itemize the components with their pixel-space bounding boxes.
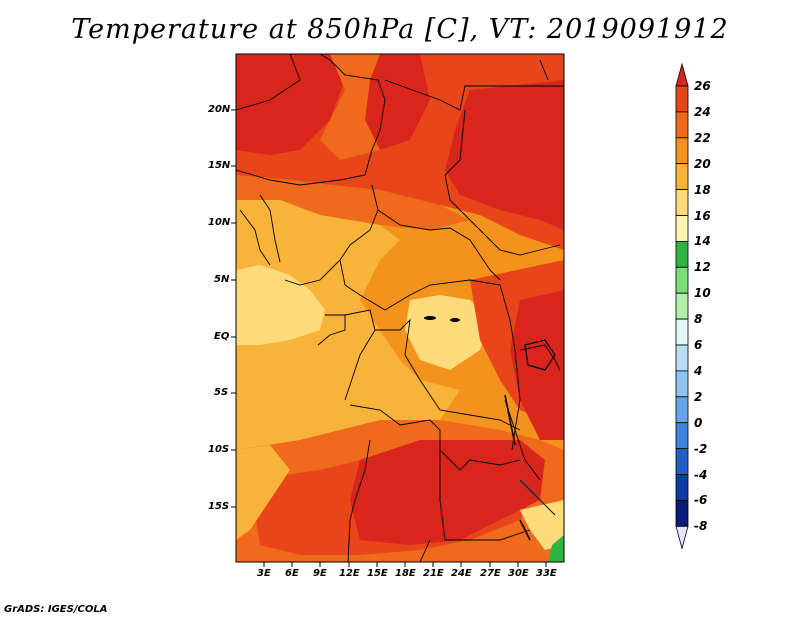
colorbar-label: 6 xyxy=(694,338,703,352)
lon-label-9e: 9E xyxy=(313,568,327,579)
temperature-field xyxy=(236,54,564,562)
colorbar-label: 8 xyxy=(694,312,703,327)
lat-label-10s: 10S xyxy=(208,444,230,455)
field-16-congo xyxy=(405,295,490,370)
lon-ticks xyxy=(263,562,547,567)
colorbar-label: -4 xyxy=(694,467,708,482)
colorbar-label: -2 xyxy=(694,441,708,456)
field-22-north2 xyxy=(236,175,470,230)
lon-label-27e: 27E xyxy=(480,568,501,579)
colorbar-label: 24 xyxy=(694,104,711,119)
colorbar-label: 12 xyxy=(694,260,711,275)
colorbar-label: 18 xyxy=(694,182,711,197)
colorbar-bin xyxy=(675,318,689,346)
colorbar-label: 22 xyxy=(694,130,711,145)
colorbar-bin xyxy=(675,163,689,190)
lon-label-24e: 24E xyxy=(451,568,472,579)
colorbar-label: 0 xyxy=(694,415,703,430)
field-26-northwest xyxy=(236,54,345,155)
colorbar-bin xyxy=(675,448,689,475)
field-26-northeast xyxy=(445,80,564,230)
field-22-north xyxy=(320,54,380,160)
lon-label-33e: 33E xyxy=(536,568,557,579)
colorbar-bin xyxy=(675,215,689,242)
lat-label-eq: EQ xyxy=(214,331,230,342)
field-18-southwest xyxy=(236,445,290,540)
colorbar-label: -8 xyxy=(694,519,708,534)
field-26-south xyxy=(350,440,545,545)
colorbar-top-arrow xyxy=(675,62,689,87)
colorbar-label: 26 xyxy=(694,79,711,93)
colorbar-bin xyxy=(675,370,689,398)
lat-label-10n: 10N xyxy=(208,217,231,228)
lon-label-15e: 15E xyxy=(367,568,388,579)
colorbar-label: 10 xyxy=(694,286,711,301)
colorbar-label: -6 xyxy=(694,493,708,508)
lat-label-15s: 15S xyxy=(208,501,230,512)
field-16-coast xyxy=(236,265,325,345)
colorbar-bin xyxy=(675,111,689,139)
field-12-corner xyxy=(548,535,564,562)
colorbar-bottom-arrow xyxy=(675,525,689,550)
colorbar-label: 2 xyxy=(694,389,703,404)
colorbar-bin xyxy=(675,85,689,113)
colorbar-bin xyxy=(675,189,689,216)
lon-label-12e: 12E xyxy=(339,568,360,579)
colorbar-bin xyxy=(675,137,689,165)
field-26-northcenter xyxy=(365,54,430,150)
map-frame xyxy=(235,53,565,563)
colorbar-label: 14 xyxy=(694,234,711,249)
field-26-east xyxy=(510,290,564,440)
lat-label-5n: 5N xyxy=(214,274,230,285)
lakes xyxy=(424,316,556,541)
lat-label-5s: 5S xyxy=(214,387,229,398)
colorbar-label: 16 xyxy=(694,208,711,223)
lat-ticks xyxy=(231,109,236,508)
field-18-west xyxy=(236,200,460,450)
lon-label-21e: 21E xyxy=(423,568,444,579)
colorbar-bin xyxy=(675,344,689,372)
lon-label-6e: 6E xyxy=(285,568,299,579)
colorbar-bin xyxy=(675,240,689,268)
colorbar-label: 20 xyxy=(694,156,711,171)
lon-label-3e: 3E xyxy=(257,568,271,579)
colorbar-bin xyxy=(675,499,689,527)
map-title: Temperature at 850hPa [C], VT: 201909191… xyxy=(71,14,729,45)
colorbar xyxy=(675,62,689,550)
country-borders xyxy=(236,54,564,562)
lat-label-20n: 20N xyxy=(208,104,231,115)
colorbar-bin xyxy=(675,422,689,450)
colorbar-bin xyxy=(675,396,689,424)
colorbar-bin xyxy=(675,292,689,320)
colorbar-bin xyxy=(675,266,689,294)
colorbar-bin xyxy=(675,474,689,501)
grads-credit: GrADS: IGES/COLA xyxy=(4,604,108,615)
lon-label-30e: 30E xyxy=(508,568,529,579)
lon-label-18e: 18E xyxy=(395,568,416,579)
lat-label-15n: 15N xyxy=(208,160,231,171)
colorbar-label: 4 xyxy=(694,363,703,378)
